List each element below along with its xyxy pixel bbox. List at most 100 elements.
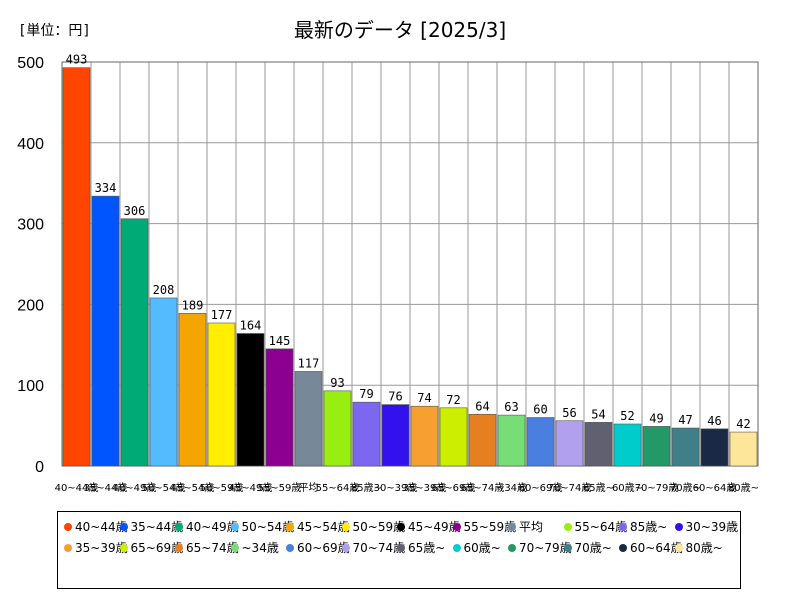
legend-label: 55~64歳: [574, 520, 628, 534]
x-tick-label: 50~59歳: [200, 482, 244, 494]
legend-label: 65~69歳: [130, 541, 184, 555]
data-label: 52: [620, 409, 634, 423]
x-tick-label: 70~74歳: [548, 482, 592, 494]
y-tick-label: 300: [17, 217, 44, 234]
data-label: 49: [649, 411, 663, 425]
legend-label: 45~49歳: [408, 520, 461, 534]
legend-item: 55~64歳: [563, 518, 628, 535]
legend-item: 35~39歳: [64, 539, 128, 556]
y-tick-label: 500: [17, 55, 44, 72]
legend-marker: [508, 544, 516, 552]
legend-label: 70~79歳: [519, 541, 572, 555]
legend-label: 45~54歳: [297, 520, 350, 534]
data-label: 208: [153, 283, 175, 297]
legend-item: 45~49歳: [397, 518, 461, 535]
bar: [62, 67, 91, 467]
legend-marker: [563, 523, 572, 531]
legend-marker: [286, 523, 294, 531]
legend-label: 40~49歳: [186, 520, 239, 534]
legend-marker: [674, 523, 683, 531]
data-label: 56: [562, 406, 576, 420]
unit-label: [単位：円]: [18, 23, 91, 39]
x-tick-label: ~34歳: [496, 482, 527, 494]
x-tick-label: 35~44歳: [84, 482, 128, 494]
data-label: 177: [211, 308, 233, 322]
legend-item: 40~49歳: [175, 518, 239, 535]
legend-label: 65~74歳: [186, 541, 239, 555]
legend-label: 60歳~: [463, 541, 501, 555]
data-label: 47: [678, 413, 692, 427]
legend-item: 平均: [508, 518, 543, 535]
legend-marker: [119, 523, 128, 531]
bar: [584, 422, 613, 467]
legend-label: ~34歳: [241, 541, 279, 555]
legend-label: 65歳~: [408, 541, 446, 555]
legend-marker: [230, 544, 239, 552]
y-tick-label: 400: [17, 136, 44, 153]
legend-item: 65~69歳: [119, 539, 184, 556]
y-tick-label: 200: [17, 297, 44, 314]
legend-marker: [119, 544, 128, 552]
legend-marker: [64, 544, 72, 552]
legend-item: 60歳~: [452, 539, 501, 556]
legend-label: 50~54歳: [241, 520, 295, 534]
legend-item: 60~69歳: [286, 539, 350, 556]
bar: [410, 405, 439, 467]
legend-marker: [619, 523, 627, 531]
bar: [120, 218, 149, 467]
y-tick-label: 0: [35, 459, 44, 476]
bar: [526, 417, 555, 467]
x-tick-label: 60~69歳: [519, 482, 563, 494]
legend-marker: [508, 523, 516, 531]
bar: [671, 427, 700, 467]
legend-label: 85歳~: [630, 520, 668, 534]
x-tick-label: 85歳~: [351, 482, 382, 494]
legend-marker: [563, 544, 572, 552]
bar: [149, 297, 178, 467]
legend-marker: [230, 523, 239, 531]
x-tick-label: 50~54歳: [142, 482, 186, 494]
bar: [642, 426, 671, 467]
bar: [555, 420, 584, 467]
data-label: 93: [330, 376, 344, 390]
data-label: 493: [66, 53, 88, 67]
data-label: 306: [124, 204, 146, 218]
bar: [207, 322, 236, 467]
legend-item: 35~44歳: [119, 518, 183, 535]
data-label: 76: [388, 390, 402, 404]
legend-item: 55~59歳: [452, 518, 516, 535]
legend-marker: [397, 544, 405, 552]
legend-item: 30~39歳: [674, 518, 738, 535]
bar: [236, 333, 265, 467]
x-tick-label: 70~79歳: [635, 482, 679, 494]
legend-marker: [341, 523, 350, 531]
data-label: 42: [736, 417, 750, 431]
legend-label: 40~44歳: [75, 520, 128, 534]
legend-marker: [619, 544, 627, 552]
x-tick-label: 65~69歳: [432, 482, 476, 494]
bar: [323, 390, 352, 467]
bar: [439, 407, 468, 467]
legend-label: 70歳~: [574, 541, 612, 555]
legend-item: 70~79歳: [508, 539, 572, 556]
data-label: 334: [95, 181, 117, 195]
x-tick-label: 60歳~: [612, 482, 643, 494]
x-tick-label: 45~49歳: [229, 482, 273, 494]
data-label: 72: [446, 393, 460, 407]
data-label: 164: [240, 318, 262, 332]
data-label: 46: [707, 414, 721, 428]
legend-item: ~34歳: [230, 539, 279, 556]
data-label: 74: [417, 391, 431, 405]
y-tick-label: 100: [17, 378, 44, 395]
legend-item: 65歳~: [397, 539, 445, 556]
bar: [381, 404, 410, 467]
legend-marker: [452, 523, 461, 531]
data-label: 189: [182, 298, 204, 312]
bar: [178, 312, 207, 467]
legend-label: 35~39歳: [75, 541, 128, 555]
data-label: 54: [591, 407, 605, 421]
plot-frame: [61, 61, 759, 467]
legend-item: 45~54歳: [286, 518, 350, 535]
legend-marker: [397, 523, 405, 531]
x-tick-label: 65~74歳: [461, 482, 505, 494]
